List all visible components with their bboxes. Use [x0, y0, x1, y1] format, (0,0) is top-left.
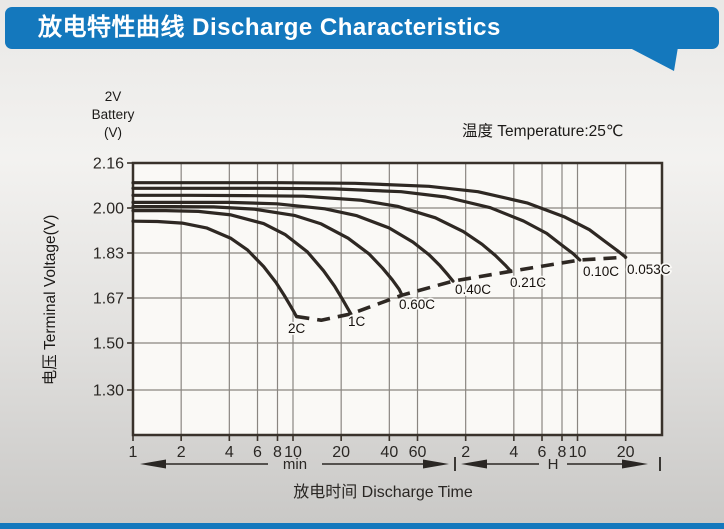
- curve-label-2C: 2C: [288, 321, 306, 336]
- x-tick-label: 10: [569, 444, 587, 461]
- y-tick-label: 2.16: [93, 156, 124, 173]
- x-tick-label: 40: [380, 444, 398, 461]
- x-tick-label: 10: [284, 444, 302, 461]
- y-tick-label: 1.30: [93, 383, 124, 400]
- x-tick-label: 2: [461, 444, 470, 461]
- x-tick-label: 8: [558, 444, 567, 461]
- battery-type-line: Battery: [91, 107, 135, 122]
- x-tick-label: 4: [225, 444, 234, 461]
- discharge-curve-0.053C: [131, 181, 628, 259]
- x-unit-label-hours: H: [548, 456, 559, 473]
- title-bar-tail: [628, 47, 678, 71]
- x-tick-label: 1: [129, 444, 138, 461]
- discharge-curve-0.40C: [131, 200, 455, 283]
- y-tick-label: 2.00: [93, 201, 124, 218]
- range-arrowhead-icon: [423, 459, 449, 469]
- temperature-note: 温度 Temperature:25℃: [462, 123, 624, 140]
- range-arrowhead-icon: [140, 459, 166, 469]
- discharge-curve-0.60C: [131, 205, 404, 297]
- x-tick-label: 2: [177, 444, 186, 461]
- x-tick-label: 6: [538, 444, 547, 461]
- discharge-curve-1C: [131, 209, 353, 316]
- x-tick-label: 20: [332, 444, 350, 461]
- plot-border: [131, 161, 664, 437]
- discharge-curve-0.10C: [131, 186, 582, 262]
- x-tick-label: 6: [253, 444, 262, 461]
- range-arrowhead-icon: [622, 459, 648, 469]
- curve-label-0.21C: 0.21C: [510, 275, 546, 290]
- x-tick-label: 4: [509, 444, 518, 461]
- discharge-curve-0.21C: [131, 193, 513, 273]
- x-axis-title: 放电时间 Discharge Time: [293, 484, 473, 501]
- y-tick-label: 1.50: [93, 336, 124, 353]
- footer-accent-strip: [0, 523, 724, 529]
- x-unit-label-min: min: [283, 456, 307, 473]
- y-tick-label: 1.67: [93, 291, 124, 308]
- plot-area: [133, 163, 662, 435]
- curve-label-0.053C: 0.053C: [627, 262, 671, 277]
- cutoff-voltage-dashed-line: [296, 255, 626, 322]
- battery-type-label: 2V Battery (V): [75, 88, 151, 142]
- y-axis-title: 电压 Terminal Voltage(V): [42, 214, 59, 386]
- discharge-curve-2C: [131, 219, 298, 319]
- x-tick-label: 20: [617, 444, 635, 461]
- curve-label-1C: 1C: [348, 314, 366, 329]
- curve-label-0.40C: 0.40C: [455, 282, 491, 297]
- curve-label-0.10C: 0.10C: [583, 264, 619, 279]
- y-tick-label: 1.83: [93, 246, 124, 263]
- battery-type-line: 2V: [104, 89, 122, 104]
- page-title: 放电特性曲线 Discharge Characteristics: [38, 14, 501, 41]
- curve-label-0.60C: 0.60C: [399, 297, 435, 312]
- title-bar: 放电特性曲线 Discharge Characteristics: [5, 7, 719, 49]
- range-arrowhead-icon: [461, 459, 487, 469]
- x-tick-label: 8: [273, 444, 282, 461]
- battery-type-line: (V): [104, 125, 122, 140]
- x-tick-label: 60: [409, 444, 427, 461]
